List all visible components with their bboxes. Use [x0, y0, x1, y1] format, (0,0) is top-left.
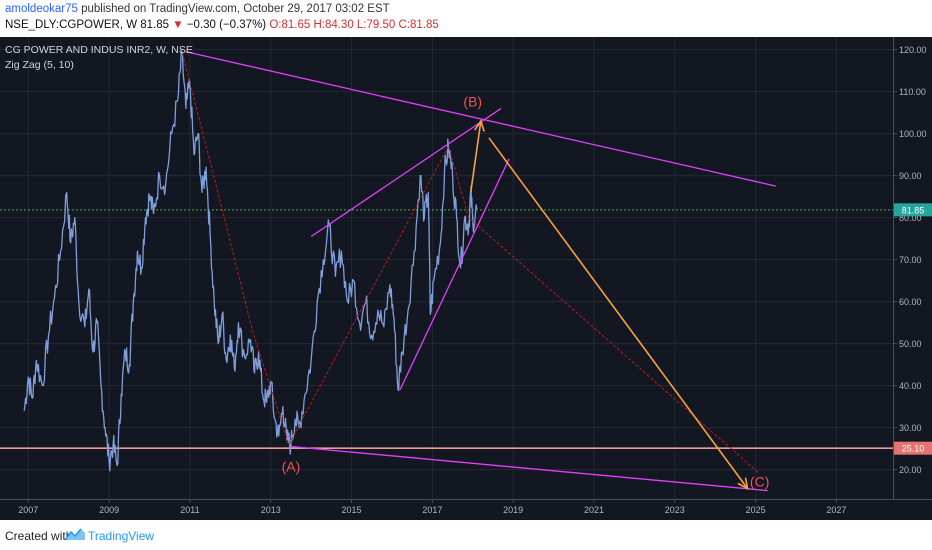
x-tick-label: 2011: [180, 505, 199, 515]
y-tick-label: 30.00: [899, 423, 922, 433]
projection-arrows[interactable]: [469, 119, 749, 490]
ohlc-values: O:81.65 H:84.30 L:79.50 C:81.85: [269, 19, 439, 31]
trendlines[interactable]: [185, 51, 776, 492]
y-tick-label: 80.00: [899, 213, 922, 223]
trendline-lower-support[interactable]: [290, 445, 768, 492]
arrow-fall-to-c[interactable]: [488, 137, 749, 489]
y-tick-label: 90.00: [899, 171, 922, 181]
footer: Created with TradingView: [0, 520, 932, 550]
y-tick-label: 40.00: [899, 381, 922, 391]
x-tick-label: 2027: [826, 505, 846, 515]
y-tick-label: 60.00: [899, 297, 922, 307]
indicator-label: Zig Zag (5, 10): [5, 59, 74, 71]
x-tick-label: 2019: [503, 505, 523, 515]
symbol-info: NSE_DLY:CGPOWER, W 81.85 ▼ −0.30 (−0.37%…: [5, 19, 439, 31]
price-scale-panel[interactable]: [893, 37, 932, 520]
price-change: −0.30 (−0.37%): [186, 19, 267, 31]
zigzag-indicator: [182, 53, 761, 475]
current-price-label: 81.85: [902, 205, 925, 215]
arrow-head: [474, 119, 485, 132]
arrow-rise-to-b[interactable]: [469, 120, 482, 193]
tradingview-logo-icon: [64, 528, 85, 541]
tradingview-brand-link[interactable]: TradingView: [88, 529, 155, 543]
last-price: 81.85: [140, 19, 170, 31]
level-lines: [0, 209, 893, 449]
y-tick-label: 70.00: [899, 255, 922, 265]
symbol-label: NSE_DLY:CGPOWER, W: [5, 19, 138, 31]
current-price-badge: [894, 203, 932, 217]
trendline-channel-top[interactable]: [310, 107, 502, 238]
support-level-badge: [894, 441, 932, 455]
zigzag-line: [182, 53, 761, 475]
arrow-head: [737, 477, 749, 490]
x-tick-label: 2013: [261, 505, 281, 515]
y-tick-label: 50.00: [899, 339, 922, 349]
x-tick-label: 2007: [18, 505, 38, 515]
x-tick-label: 2025: [746, 505, 766, 515]
x-tick-label: 2017: [422, 505, 442, 515]
axes: 20.00 30.00 40.00 50.00 60.00 70.00 80.00 90.00…: [0, 37, 932, 520]
published-text: published on TradingView.com, October 29…: [81, 3, 390, 15]
x-tick-label: 2009: [99, 505, 119, 515]
y-tick-label: 20.00: [899, 465, 922, 475]
x-tick-label: 2015: [342, 505, 362, 515]
chart-area[interactable]: (A) (B) (C) 20.00 30.00 40.00 50.00 60.00 70.00…: [0, 37, 932, 520]
price-series: [23, 49, 478, 472]
down-triangle-icon: ▼: [172, 19, 184, 31]
y-tick-label: 120.00: [899, 45, 927, 55]
chart-title: CG POWER AND INDUS INR2, W, NSE: [5, 44, 193, 56]
price-chart[interactable]: (A) (B) (C) 20.00 30.00 40.00 50.00 60.00 70.00…: [0, 37, 932, 520]
x-tick-label: 2021: [584, 505, 604, 515]
wave-label: (A): [282, 459, 301, 475]
y-tick-label: 100.00: [899, 129, 927, 139]
created-with-label: Created with: [5, 529, 73, 543]
trendline-upper-resistance[interactable]: [185, 51, 776, 187]
wave-label: (C): [750, 473, 769, 489]
y-tick-label: 110.00: [899, 87, 926, 97]
wave-label: (B): [463, 93, 482, 109]
chart-titles: CG POWER AND INDUS INR2, W, NSE Zig Zag …: [5, 44, 193, 71]
x-tick-label: 2023: [665, 505, 685, 515]
price-line: [23, 49, 478, 472]
header: amoldeokar75 published on TradingView.co…: [0, 0, 932, 36]
wave-labels: (A) (B) (C): [282, 93, 770, 489]
trendline-channel-bottom[interactable]: [399, 158, 510, 391]
author-link[interactable]: amoldeokar75: [5, 3, 78, 15]
support-level-label: 25.10: [902, 444, 925, 454]
publish-info: amoldeokar75 published on TradingView.co…: [5, 3, 390, 15]
grid: [0, 37, 893, 499]
